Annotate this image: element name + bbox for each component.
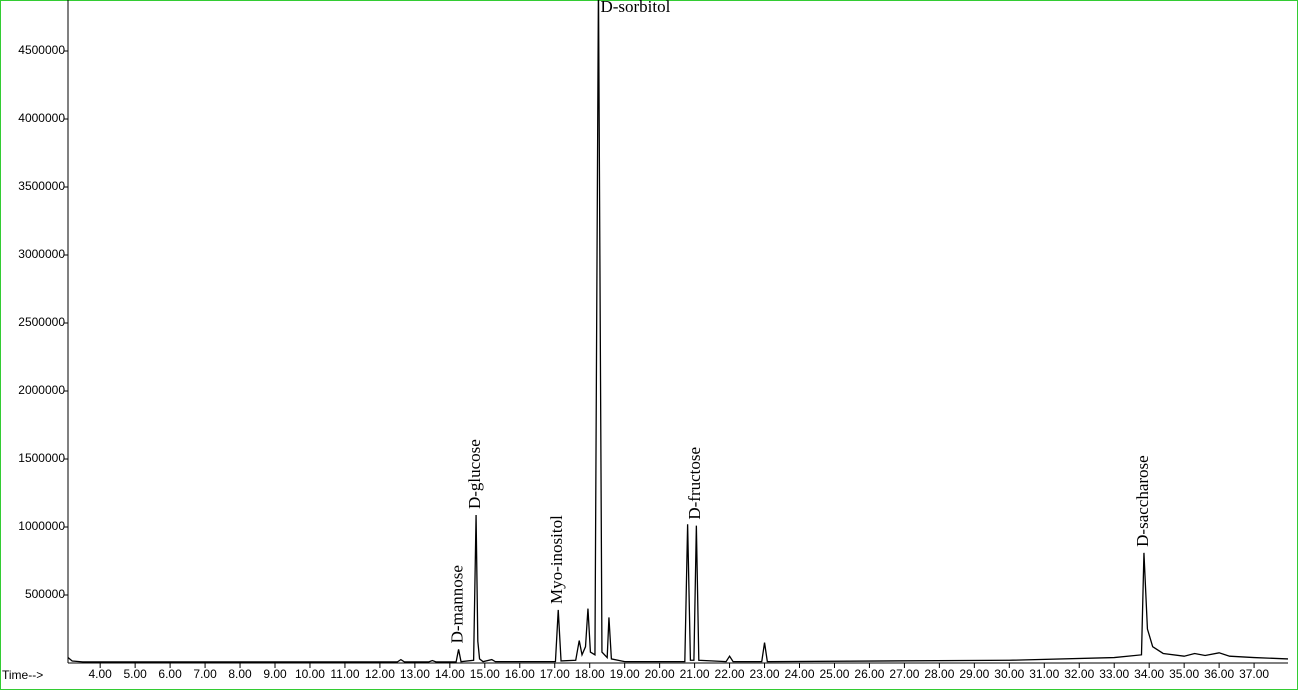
y-tick-label: 1500000 [18, 451, 65, 465]
x-tick-label: 31.00 [1029, 667, 1059, 681]
y-tick-label: 2500000 [18, 315, 65, 329]
x-tick-label: 24.00 [784, 667, 814, 681]
x-tick-label: 5.00 [123, 667, 147, 681]
x-tick-label: 27.00 [889, 667, 919, 681]
peak-label: D-fructose [685, 447, 704, 520]
peak-label: D-saccharose [1133, 455, 1152, 547]
x-tick-label: 14.00 [435, 667, 465, 681]
x-tick-label: 30.00 [994, 667, 1024, 681]
y-tick-label: 1000000 [18, 519, 65, 533]
peak-label: D-mannose [447, 565, 466, 643]
x-tick-label: 37.00 [1239, 667, 1269, 681]
x-tick-label: 32.00 [1064, 667, 1094, 681]
y-tick-label: 4500000 [18, 43, 65, 57]
x-tick-label: 22.00 [715, 667, 745, 681]
x-tick-label: 25.00 [819, 667, 849, 681]
peak-label: Myo-inositol [547, 515, 566, 604]
x-tick-label: 13.00 [400, 667, 430, 681]
peak-label: D-sorbitol [600, 0, 670, 16]
y-tick-label: 4000000 [18, 111, 65, 125]
x-tick-label: 11.00 [330, 667, 359, 681]
x-tick-label: 8.00 [228, 667, 252, 681]
x-tick-label: 29.00 [959, 667, 989, 681]
x-tick-label: 4.00 [88, 667, 112, 681]
x-tick-label: 34.00 [1134, 667, 1164, 681]
peak-label: D-glucose [465, 439, 484, 509]
trace [68, 0, 1288, 663]
x-tick-label: 20.00 [645, 667, 675, 681]
y-tick-label: 500000 [25, 587, 65, 601]
x-tick-label: 28.00 [924, 667, 954, 681]
x-tick-label: 18.00 [575, 667, 605, 681]
x-tick-label: 19.00 [610, 667, 640, 681]
x-tick-label: 26.00 [854, 667, 884, 681]
x-axis-label: Time--> [2, 668, 43, 682]
x-tick-label: 10.00 [295, 667, 325, 681]
y-tick-label: 2000000 [18, 383, 65, 397]
y-tick-label: 3000000 [18, 247, 65, 261]
x-tick-label: 7.00 [193, 667, 217, 681]
x-tick-label: 16.00 [505, 667, 535, 681]
x-tick-label: 36.00 [1204, 667, 1234, 681]
x-tick-label: 15.00 [470, 667, 500, 681]
x-tick-label: 6.00 [158, 667, 182, 681]
x-tick-label: 23.00 [750, 667, 780, 681]
x-tick-label: 33.00 [1099, 667, 1129, 681]
x-tick-label: 17.00 [540, 667, 570, 681]
x-tick-label: 12.00 [365, 667, 395, 681]
x-tick-label: 21.00 [680, 667, 710, 681]
x-tick-label: 35.00 [1169, 667, 1199, 681]
y-tick-label: 3500000 [18, 179, 65, 193]
x-tick-label: 9.00 [263, 667, 287, 681]
